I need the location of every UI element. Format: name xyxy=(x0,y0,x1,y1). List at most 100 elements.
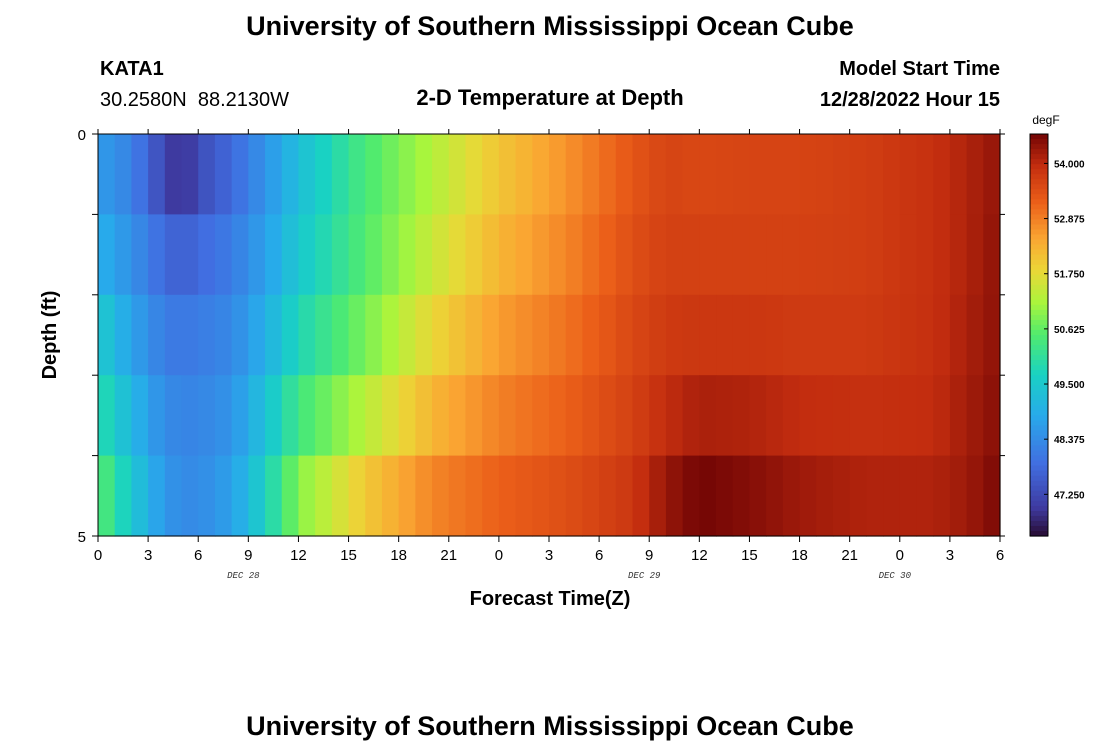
x-tick-label: 0 xyxy=(495,547,503,564)
heatmap-cell xyxy=(632,455,650,537)
heatmap-cell xyxy=(482,214,500,296)
colorbar-swatch xyxy=(1030,289,1048,296)
colorbar-swatch xyxy=(1030,234,1048,241)
heatmap-cell xyxy=(766,294,784,376)
heatmap-cell xyxy=(148,455,166,537)
heatmap-cell xyxy=(732,455,751,537)
heatmap-cell xyxy=(899,294,918,376)
heatmap-cell xyxy=(164,455,183,537)
colorbar-swatch xyxy=(1030,309,1048,316)
heatmap-cell xyxy=(131,294,149,376)
heatmap-cell xyxy=(866,375,884,457)
colorbar-swatch xyxy=(1030,249,1048,256)
heatmap-cell xyxy=(615,294,634,376)
colorbar-swatch xyxy=(1030,184,1048,190)
heatmap-cell xyxy=(465,294,483,376)
heatmap-cell xyxy=(782,134,801,215)
heatmap-cell xyxy=(732,134,751,215)
heatmap-cell xyxy=(532,375,550,457)
heatmap-cell xyxy=(549,134,567,215)
heatmap-cell xyxy=(315,375,333,457)
heatmap-cell xyxy=(181,134,199,215)
heatmap-cell xyxy=(599,294,617,376)
heatmap-cell xyxy=(649,214,667,296)
colorbar-swatch xyxy=(1030,299,1048,306)
heatmap-cell xyxy=(582,214,600,296)
heatmap-cell xyxy=(699,294,717,376)
colorbar-swatch xyxy=(1030,279,1048,286)
colorbar-swatch xyxy=(1030,495,1048,502)
heatmap-cell xyxy=(632,294,650,376)
heatmap-cell xyxy=(732,294,751,376)
colorbar-swatch xyxy=(1030,390,1048,396)
x-tick-label: 0 xyxy=(94,547,102,564)
heatmap-cell xyxy=(899,214,918,296)
heatmap-cell xyxy=(448,214,467,296)
heatmap-cell xyxy=(331,134,350,215)
colorbar-swatch xyxy=(1030,465,1048,472)
heatmap-cell xyxy=(699,134,717,215)
heatmap-cell xyxy=(916,214,934,296)
heatmap-cell xyxy=(265,214,283,296)
heatmap-cell xyxy=(114,375,132,457)
heatmap-cell xyxy=(883,134,901,215)
heatmap-cell xyxy=(248,214,266,296)
heatmap-cell xyxy=(164,134,183,215)
heatmap-cell xyxy=(599,214,617,296)
heatmap-cell xyxy=(198,134,216,215)
heatmap-cell xyxy=(131,455,149,537)
y-tick-label: 0 xyxy=(78,127,86,144)
colorbar-tick-label: 51.750 xyxy=(1054,270,1085,281)
heatmap-cell xyxy=(582,375,600,457)
colorbar-swatch xyxy=(1030,149,1048,155)
heatmap-cell xyxy=(866,214,884,296)
heatmap-cell xyxy=(782,455,801,537)
colorbar-swatch xyxy=(1030,340,1048,346)
colorbar-swatch xyxy=(1030,269,1048,276)
heatmap-cell xyxy=(482,375,500,457)
heatmap-cell xyxy=(665,375,684,457)
colorbar-swatch xyxy=(1030,510,1048,517)
heatmap-cell xyxy=(448,294,467,376)
heatmap-cell xyxy=(298,375,316,457)
colorbar-tick-label: 50.625 xyxy=(1054,325,1085,336)
colorbar-swatch xyxy=(1030,219,1048,226)
heatmap-cell xyxy=(415,134,433,215)
heatmap-cell xyxy=(315,294,333,376)
heatmap-cell xyxy=(515,455,533,537)
heatmap-cell xyxy=(281,134,300,215)
heatmap-cell xyxy=(699,455,717,537)
heatmap-cell xyxy=(565,455,583,537)
heatmap-cell xyxy=(949,294,968,376)
colorbar-swatch xyxy=(1030,365,1048,371)
colorbar-swatch xyxy=(1030,470,1048,477)
heatmap-cell xyxy=(866,455,884,537)
colorbar-swatch xyxy=(1030,530,1048,537)
heatmap-cell xyxy=(549,455,567,537)
colorbar-swatch xyxy=(1030,244,1048,251)
heatmap-cell xyxy=(949,455,968,537)
heatmap-cell xyxy=(231,294,249,376)
heatmap-cell xyxy=(398,134,416,215)
footer-title: University of Southern Mississippi Ocean… xyxy=(246,711,854,741)
heatmap-cell xyxy=(632,214,650,296)
heatmap-cell xyxy=(348,214,366,296)
heatmap-cell xyxy=(849,294,867,376)
colorbar-swatch xyxy=(1030,485,1048,492)
colorbar-swatch xyxy=(1030,174,1048,180)
heatmap-cell xyxy=(482,134,500,215)
heatmap-cell xyxy=(198,455,216,537)
heatmap-cell xyxy=(281,375,300,457)
heatmap-cell xyxy=(983,294,1001,376)
heatmap-cell xyxy=(114,134,132,215)
colorbar-swatch xyxy=(1030,324,1048,331)
heatmap-cell xyxy=(281,455,300,537)
y-axis: 05 xyxy=(78,127,1005,546)
heatmap-cell xyxy=(933,375,951,457)
heatmap-cell xyxy=(515,134,533,215)
x-date-label: DEC 29 xyxy=(628,571,661,581)
heatmap-cell xyxy=(749,455,767,537)
heatmap-cell xyxy=(549,375,567,457)
heatmap-cell xyxy=(181,375,199,457)
heatmap-cell xyxy=(649,455,667,537)
